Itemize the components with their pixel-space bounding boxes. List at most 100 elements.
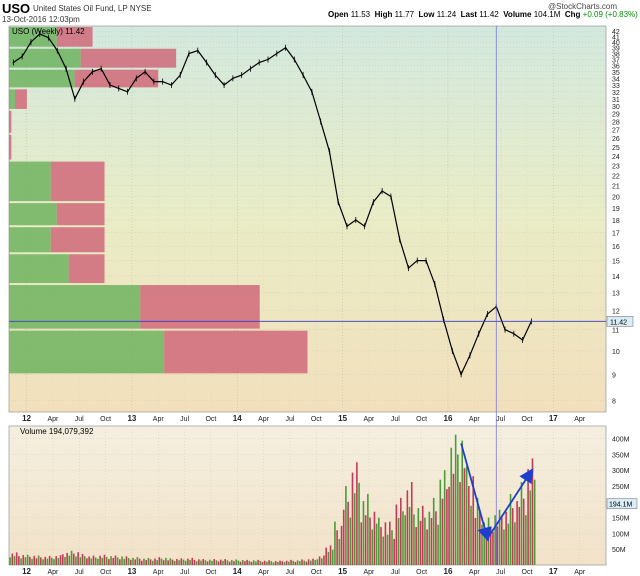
symbol-title: USO	[2, 1, 31, 16]
price-y-tick-label: 9	[612, 372, 616, 379]
volume-bar	[316, 559, 319, 565]
volume-x-tick-label: Oct	[416, 569, 427, 576]
volume-bar	[61, 554, 64, 565]
volume-bar	[261, 561, 264, 565]
price-y-tick-label: 23	[612, 163, 620, 170]
volume-bar	[406, 490, 409, 565]
price-point	[56, 49, 59, 52]
volume-bar	[77, 552, 79, 565]
volume-y-tick-label: 400M	[612, 437, 630, 444]
vbp-down-bar	[50, 227, 105, 253]
price-y-tick-label: 21	[612, 184, 620, 191]
price-point	[249, 67, 252, 70]
volume-bar	[154, 558, 156, 565]
price-point	[398, 238, 401, 241]
brand-watermark[interactable]: @StockCharts.com	[548, 2, 618, 11]
volume-value: 104.1M	[533, 10, 561, 19]
volume-x-tick-label: Jul	[285, 569, 294, 576]
price-point	[486, 313, 489, 315]
volume-bar	[167, 560, 169, 565]
volume-bar	[143, 558, 145, 565]
last-label: Last	[460, 10, 478, 19]
volume-bar	[483, 522, 485, 565]
volume-y-tick-label: 350M	[612, 452, 630, 459]
volume-bar	[206, 561, 209, 565]
vbp-down-bar	[80, 48, 177, 68]
price-point	[319, 120, 322, 123]
price-y-axis: 8 9 10 11 12 13 14 15 16 17 18 19 20 21 22 23 24 25 262728…	[606, 29, 634, 406]
price-point	[416, 259, 419, 262]
price-point	[30, 41, 32, 43]
volume-bar	[149, 559, 152, 565]
volume-bar	[474, 518, 477, 565]
volume-bar	[461, 440, 464, 565]
trend-arrow-up	[486, 468, 534, 539]
volume-bar	[463, 468, 466, 565]
price-point	[65, 67, 67, 70]
volume-bar	[108, 559, 110, 565]
vbp-up-bar	[9, 227, 51, 253]
price-point	[284, 46, 287, 49]
volume-grid	[9, 426, 606, 565]
volume-y-tick-label: 100M	[612, 531, 630, 538]
high-value: 11.77	[394, 10, 415, 19]
volume-bar	[228, 561, 231, 565]
price-point	[311, 91, 313, 93]
volume-bar	[110, 556, 112, 565]
volume-bar	[103, 554, 106, 565]
volume-bar	[481, 524, 483, 565]
x-tick-label: Oct	[205, 416, 216, 423]
volume-bar	[26, 554, 29, 565]
volume-bar	[292, 560, 295, 565]
volume-bar	[239, 561, 242, 565]
volume-bar	[367, 493, 369, 565]
volume-bar	[424, 517, 426, 565]
volume-bar	[86, 558, 88, 565]
last-volume-badge	[606, 498, 638, 509]
volume-bar	[391, 530, 393, 565]
x-tick-label: Apr	[258, 416, 270, 423]
volume-bar	[81, 553, 84, 565]
price-y-tick-label: 17	[612, 231, 620, 238]
volume-y-tick-label: 300M	[612, 468, 630, 475]
vbp-up-bar	[9, 330, 165, 374]
volume-bar	[20, 558, 22, 565]
volume-bar	[509, 493, 512, 565]
volume-bar	[9, 557, 11, 565]
price-point	[337, 201, 340, 203]
volume-bar	[176, 558, 178, 565]
volume-bar	[59, 555, 62, 565]
volume-bar	[94, 557, 97, 565]
fund-name-line: United States Oil Fund, LP NYSE	[33, 4, 152, 13]
volume-bar	[393, 538, 395, 565]
volume-bar	[395, 504, 398, 565]
price-point	[117, 87, 120, 90]
x-tick-label: Jul	[75, 416, 84, 423]
volume-bar	[204, 560, 207, 565]
volume-bar	[531, 458, 534, 565]
volume-bar	[37, 555, 40, 565]
volume-bar	[450, 447, 453, 565]
volume-bar	[215, 560, 218, 565]
price-y-tick-label: 24	[612, 154, 620, 161]
vbp-down-bar	[56, 203, 105, 226]
volume-bar	[514, 522, 516, 565]
volume-bar	[494, 515, 496, 565]
chg-label: Chg	[564, 10, 581, 19]
volume-bar	[246, 559, 248, 565]
volume-bar	[55, 556, 57, 565]
vbp-up-bar	[9, 203, 57, 226]
volume-bar	[314, 559, 316, 565]
volume-bar	[51, 557, 53, 565]
volume-bar	[384, 522, 387, 565]
volume-bar	[452, 473, 455, 565]
volume-label: Volume	[503, 10, 532, 19]
volume-bar	[419, 520, 422, 565]
volume-bar	[165, 557, 167, 565]
vbp-down-bar	[74, 69, 159, 88]
volume-bar	[123, 558, 126, 565]
volume-bar	[503, 529, 505, 565]
volume-bar	[459, 482, 461, 565]
volume-bar	[439, 479, 442, 565]
volume-bar	[99, 555, 101, 565]
